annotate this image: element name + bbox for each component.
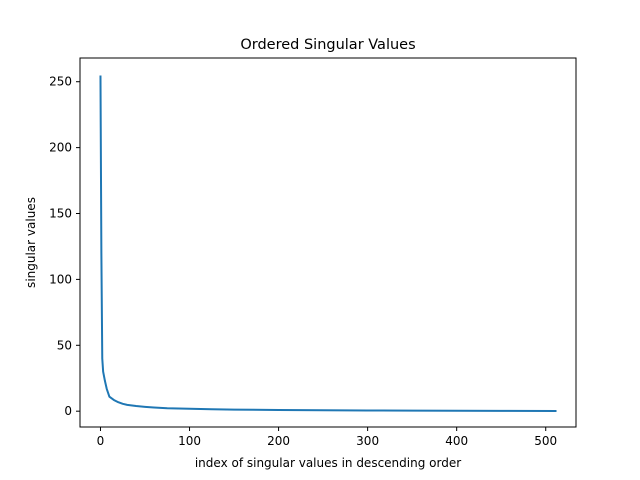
x-tick-label: 400: [445, 434, 468, 448]
x-tick-label: 200: [267, 434, 290, 448]
y-tick-label: 250: [49, 75, 72, 89]
x-axis: 0 100 200 300 400 500: [97, 427, 557, 448]
x-tick-label: 0: [97, 434, 105, 448]
y-tick-label: 150: [49, 207, 72, 221]
y-tick-label: 50: [57, 338, 72, 352]
x-tick-label: 300: [356, 434, 379, 448]
x-tick-label: 100: [178, 434, 201, 448]
y-tick-label: 100: [49, 272, 72, 286]
y-axis: 0 50 100 150 200 250: [49, 75, 80, 418]
y-tick-label: 200: [49, 141, 72, 155]
x-axis-label: index of singular values in descending o…: [195, 456, 461, 470]
series-line-0: [99, 75, 557, 413]
y-axis-label: singular values: [24, 197, 38, 288]
chart-title: Ordered Singular Values: [240, 37, 415, 53]
x-tick-label: 500: [534, 434, 557, 448]
y-tick-label: 0: [64, 404, 72, 418]
plot-area: [99, 75, 557, 413]
plot-frame: [79, 57, 577, 428]
